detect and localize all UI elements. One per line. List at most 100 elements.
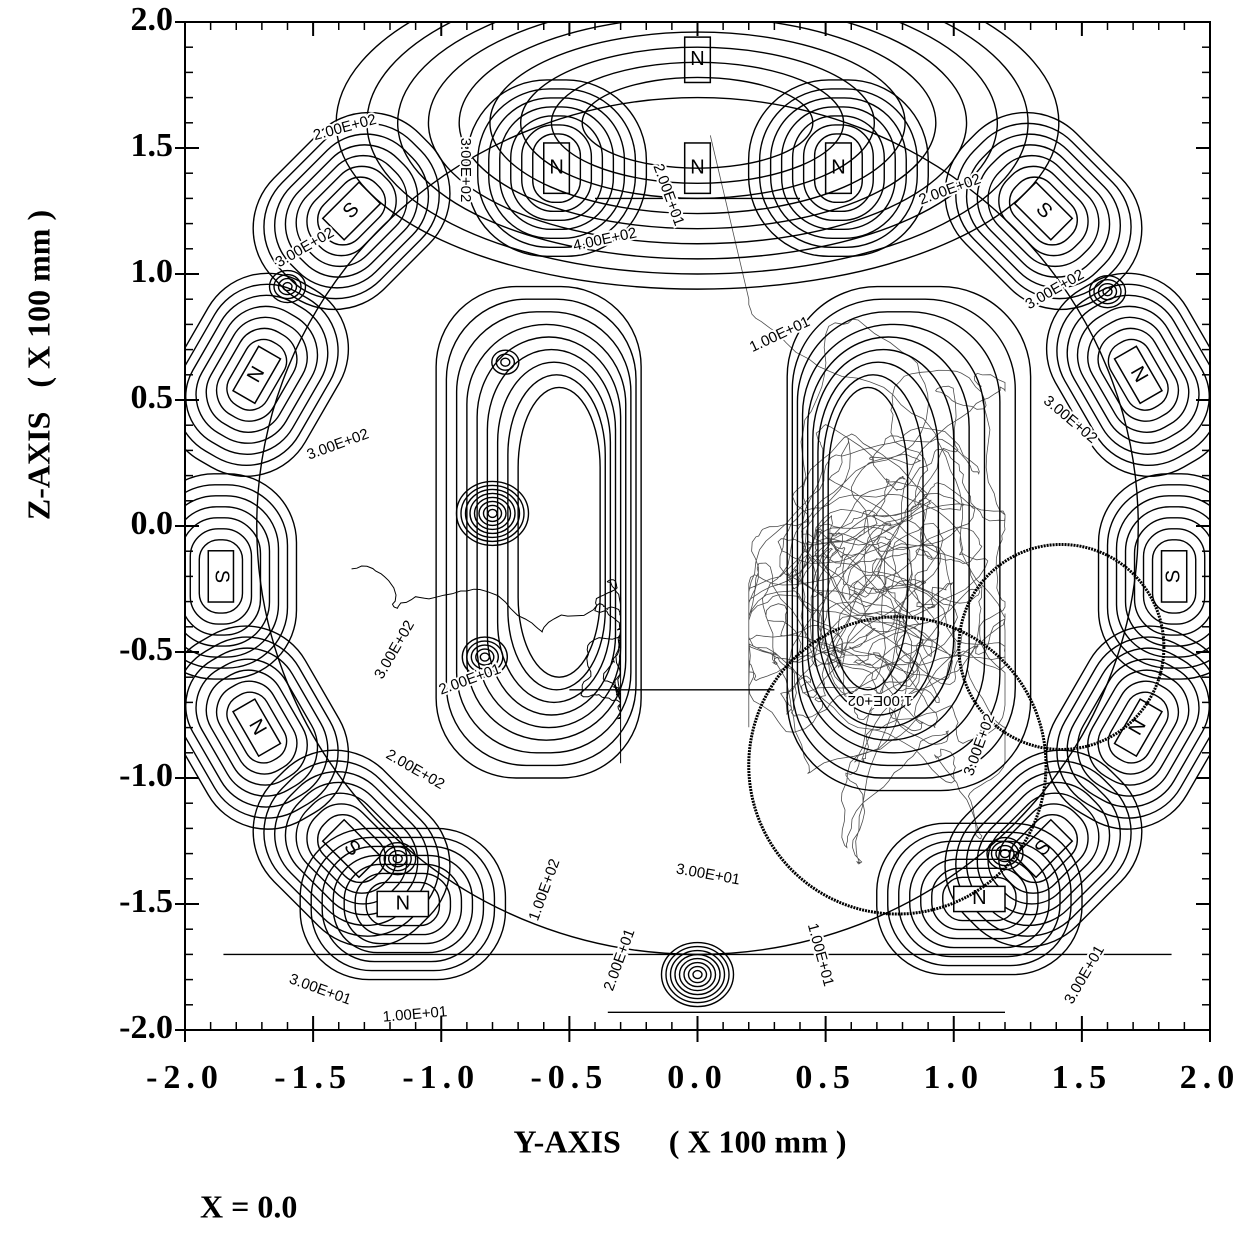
magnet-label: N (396, 892, 410, 914)
contour-line (488, 97, 626, 240)
contour-line (812, 348, 955, 729)
contour-line (1097, 327, 1180, 422)
contour-line (796, 311, 1001, 767)
contour-line (427, 22, 968, 245)
contour-line (185, 294, 329, 455)
contour-line (445, 298, 637, 767)
contour-line (507, 374, 606, 691)
contour-line (1115, 495, 1210, 658)
magnet: S (252, 749, 451, 948)
contour-line (486, 348, 617, 716)
contour-label: 1.00E+01 (747, 313, 813, 356)
contour-line (252, 749, 451, 948)
contour-line (460, 484, 525, 543)
contour-line (692, 969, 703, 980)
contour-line (999, 848, 1011, 859)
contour-line (806, 336, 970, 741)
annotation: X = 0.0 (200, 1188, 297, 1224)
magnet: N (185, 272, 350, 478)
contour-line (268, 269, 307, 304)
contour-line (455, 311, 632, 754)
contour-line (397, 22, 998, 260)
magnet: N (683, 36, 712, 84)
magnet: N (1045, 625, 1210, 830)
y-tick-label: -0.5 (119, 631, 173, 668)
contour-line (1087, 669, 1190, 786)
contour-line (517, 386, 601, 678)
x-tick-label: 1.5 (1052, 1059, 1113, 1096)
contour-line (581, 76, 814, 169)
x-tick-label: -2.0 (146, 1059, 224, 1096)
contour-line (802, 124, 874, 213)
contour-label: 1.00E+02 (848, 692, 913, 709)
contour-label: 3.00E+01 (675, 860, 742, 888)
contour-line (995, 844, 1015, 863)
contour-line (461, 636, 509, 678)
contour-line (185, 647, 329, 808)
contour-label: 3.00E+02 (305, 425, 372, 463)
magnet-block (1113, 698, 1163, 758)
contour-line (392, 853, 403, 864)
contour-line (469, 492, 516, 535)
contour-line (976, 144, 1111, 278)
contour-line (466, 79, 648, 258)
contour-line (1008, 176, 1079, 246)
contour-line (185, 473, 298, 680)
magnet: N (299, 827, 507, 981)
x-tick-label: 2.0 (1180, 1059, 1241, 1096)
contour-line (383, 845, 412, 872)
magnet-block (232, 345, 282, 405)
contour-line (295, 792, 408, 905)
magnet-label: N (690, 156, 704, 178)
contour-line (1107, 338, 1169, 411)
contour-line (215, 680, 298, 775)
y-tick-label: -2.0 (119, 1009, 173, 1046)
contour-line (987, 154, 1100, 268)
magnet-block (207, 550, 235, 603)
trajectory (351, 565, 622, 764)
magnet-label: N (690, 48, 704, 70)
contour-line (758, 88, 918, 249)
contour-line (683, 961, 712, 988)
contour-line (747, 79, 929, 258)
contour-line (185, 517, 262, 636)
contour-label: 2.00E+02 (917, 170, 984, 208)
contour-line (387, 849, 408, 868)
contour-line (464, 488, 521, 539)
contour-line (282, 281, 293, 292)
contour-line (1076, 658, 1200, 797)
contour-line (965, 133, 1122, 289)
contour-line (1087, 316, 1190, 433)
contour-line (205, 316, 308, 433)
magnet: N (1045, 272, 1210, 478)
contour-line (1056, 636, 1210, 819)
contour-label: 3.00E+01 (287, 970, 354, 1008)
contour-line (1097, 680, 1180, 775)
contour-line (435, 285, 642, 779)
contour-line (813, 133, 863, 204)
contour-line (1107, 691, 1169, 764)
contour-label: 4.00E+02 (572, 224, 639, 254)
contour-label: 2.00E+01 (649, 162, 687, 229)
contour-line (195, 658, 319, 797)
contour-line (478, 500, 507, 527)
y-tick-label: 1.5 (131, 127, 174, 164)
magnet: S (1097, 473, 1210, 680)
y-tick-label: 2.0 (131, 1, 174, 38)
contour-line (458, 22, 937, 230)
x-tick-label: -1.0 (402, 1059, 480, 1096)
contour-line (205, 669, 308, 786)
magnet-block (1160, 550, 1188, 603)
contour-field: NN N NS SN NS SN NS SN N2.00E+023.00E+024.00E+02… (185, 22, 1210, 1028)
contour-line (1097, 473, 1210, 680)
y-tick-label: -1.5 (119, 883, 173, 920)
contour-label: 2.00E+02 (383, 746, 447, 793)
x-axis-title: Y-AXIS ( X 100 mm ) (513, 1123, 846, 1159)
contour-line (1045, 272, 1210, 478)
contour-line (185, 625, 350, 830)
y-tick-label: -1.0 (119, 757, 173, 794)
magnet: N (747, 79, 929, 258)
contour-line (295, 154, 408, 268)
y-tick-label: 1.0 (131, 253, 174, 290)
